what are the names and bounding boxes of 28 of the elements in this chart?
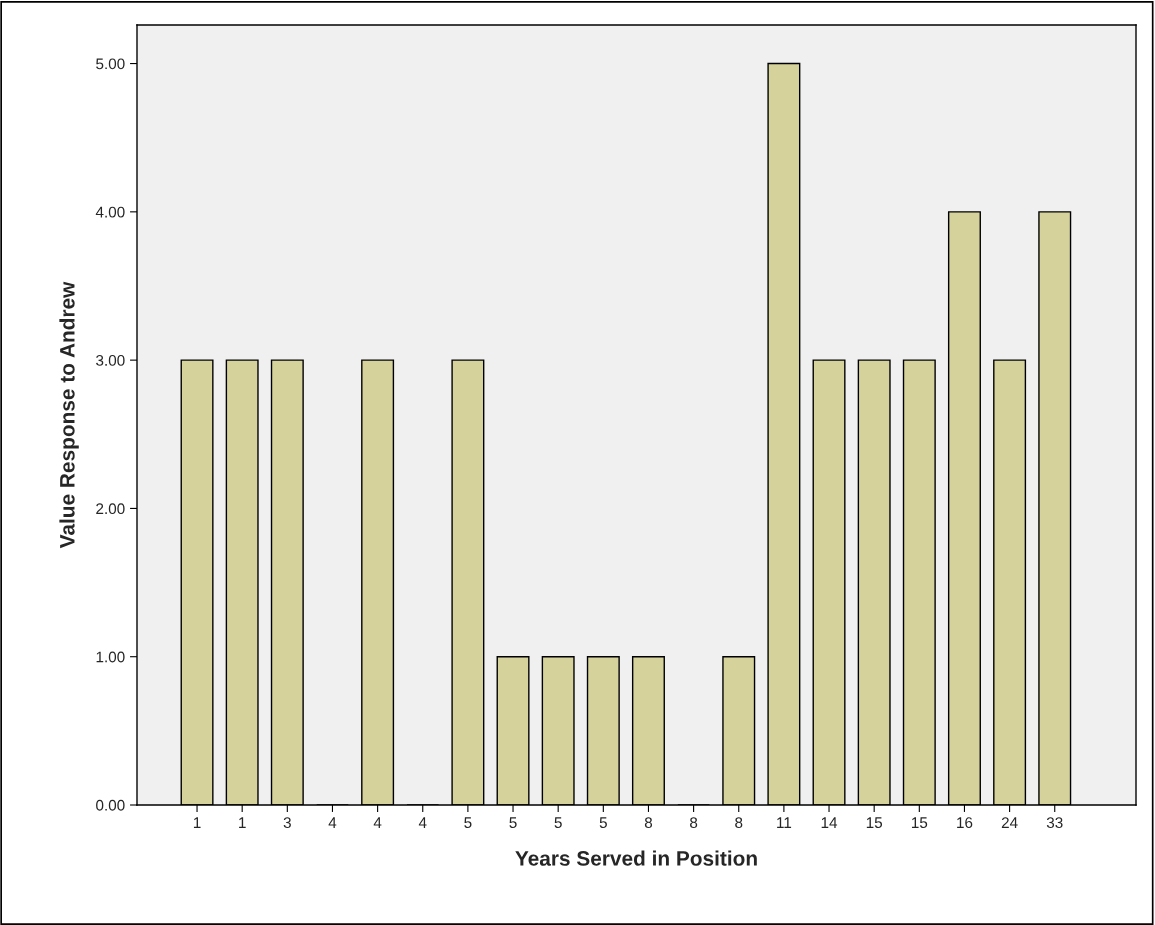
y-tick-label: 2.00 (96, 503, 125, 515)
x-tick-label: 8 (735, 817, 743, 829)
y-tick-label: 0.00 (96, 799, 125, 811)
x-tick-label: 8 (690, 817, 698, 829)
x-tick-label: 24 (1001, 817, 1018, 828)
x-tick-label: 4 (418, 817, 427, 828)
x-tick-label: 1 (239, 817, 246, 828)
x-tick-label: 33 (1046, 817, 1063, 829)
x-tick-label: 8 (644, 817, 653, 829)
x-tick-label: 5 (554, 817, 562, 829)
x-tick-label: 5 (599, 817, 607, 829)
x-tick-label: 3 (283, 817, 291, 829)
x-tick-label: 14 (821, 817, 838, 828)
x-tick-label: 5 (464, 817, 472, 829)
x-tick-label: 11 (777, 817, 792, 828)
x-tick-label: 4 (373, 817, 382, 828)
x-tick-label: 15 (911, 817, 928, 829)
x-tick-label: 15 (866, 817, 883, 829)
y-tick-label: 3.00 (96, 355, 125, 366)
x-tick-label: 5 (509, 817, 517, 829)
y-axis-title: Value Response to Andrew (59, 281, 79, 549)
y-tick-label: 5.00 (96, 58, 125, 70)
y-tick-label: 1.00 (96, 651, 125, 663)
x-tick-label: 4 (328, 817, 337, 828)
x-tick-label: 16 (957, 817, 973, 829)
x-tick-label: 1 (193, 817, 201, 828)
y-tick-label: 4.00 (95, 206, 125, 218)
x-axis-title: Years Served in Position (515, 850, 757, 866)
